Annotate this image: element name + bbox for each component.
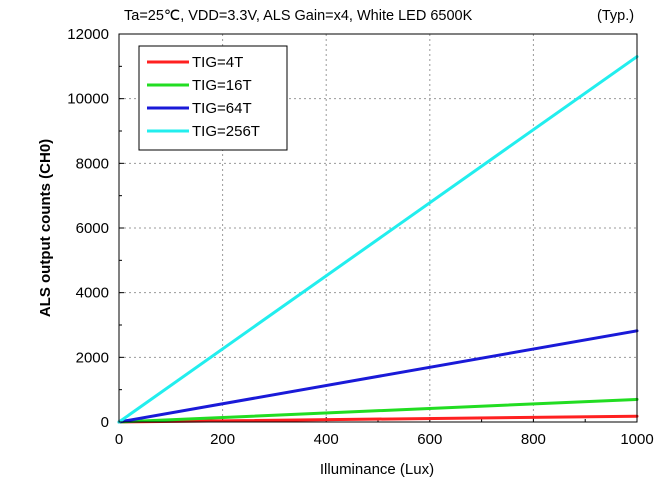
chart-note: (Typ.) bbox=[597, 8, 634, 24]
legend-label: TIG=16T bbox=[192, 77, 252, 94]
series-lines bbox=[117, 55, 639, 424]
y-tick-label: 0 bbox=[101, 414, 109, 431]
x-tick-label: 1000 bbox=[620, 431, 653, 448]
legend-label: TIG=4T bbox=[192, 54, 243, 71]
grid bbox=[119, 34, 637, 422]
legend-label: TIG=256T bbox=[192, 123, 260, 140]
plot-frame bbox=[118, 33, 638, 423]
series-line-tig-64t bbox=[117, 329, 639, 424]
y-tick-label: 8000 bbox=[76, 155, 109, 172]
legend: TIG=4T TIG=16T TIG=64T TIG=256T bbox=[138, 45, 288, 151]
y-tick-label: 4000 bbox=[76, 285, 109, 302]
x-tick-label: 400 bbox=[314, 431, 339, 448]
series-line-tig-256t bbox=[117, 55, 639, 424]
chart-title: Ta=25℃, VDD=3.3V, ALS Gain=x4, White LED… bbox=[124, 8, 473, 24]
x-tick-label: 200 bbox=[210, 431, 235, 448]
x-tick-label: 0 bbox=[115, 431, 123, 448]
y-tick-label: 6000 bbox=[76, 220, 109, 237]
x-tick-label: 600 bbox=[417, 431, 442, 448]
axis-ticks: 0 200 400 600 800 100002000400060008000100001… bbox=[67, 26, 653, 448]
y-tick-label: 10000 bbox=[67, 91, 109, 108]
series-line-tig-4t bbox=[117, 414, 639, 424]
legend-label: TIG=64T bbox=[192, 100, 252, 117]
y-tick-label: 2000 bbox=[76, 349, 109, 366]
x-tick-label: 800 bbox=[521, 431, 546, 448]
y-axis-title: ALS output counts (CH0) bbox=[37, 139, 54, 317]
x-axis-title: Illuminance (Lux) bbox=[320, 461, 434, 478]
series-line-tig-16t bbox=[117, 397, 639, 424]
y-tick-label: 12000 bbox=[67, 26, 109, 43]
